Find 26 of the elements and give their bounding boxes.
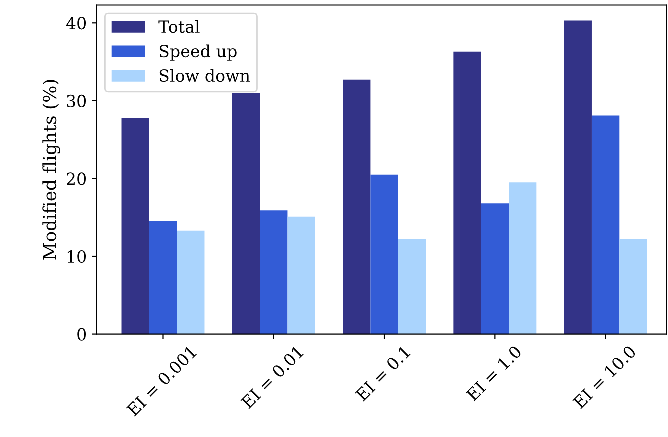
x-tick-label: EI = 0.1 <box>355 346 411 402</box>
bar <box>398 239 426 334</box>
legend-label: Slow down <box>160 69 250 82</box>
legend-label: Total <box>158 20 200 34</box>
y-tick-label: 40 <box>66 17 86 30</box>
bar <box>232 93 260 334</box>
y-tick-label: 30 <box>67 94 86 108</box>
bar <box>288 216 316 334</box>
x-tick-label: EI = 1.0 <box>466 345 522 402</box>
bar <box>177 230 205 334</box>
y-tick-label: 10 <box>68 250 86 264</box>
bar <box>370 174 398 334</box>
bar <box>454 52 482 334</box>
bar <box>592 116 620 334</box>
bar <box>260 210 288 334</box>
bar <box>149 222 178 334</box>
bar <box>122 118 150 334</box>
bar <box>620 239 648 334</box>
legend-label: Speed up <box>160 44 237 61</box>
bar <box>564 20 592 334</box>
bar <box>509 182 537 334</box>
bar <box>481 204 509 334</box>
y-tick-label: 20 <box>67 172 86 186</box>
bar <box>343 80 371 334</box>
y-axis-title: Modified flights (%) <box>42 80 60 260</box>
y-tick-label: 0 <box>78 328 86 341</box>
